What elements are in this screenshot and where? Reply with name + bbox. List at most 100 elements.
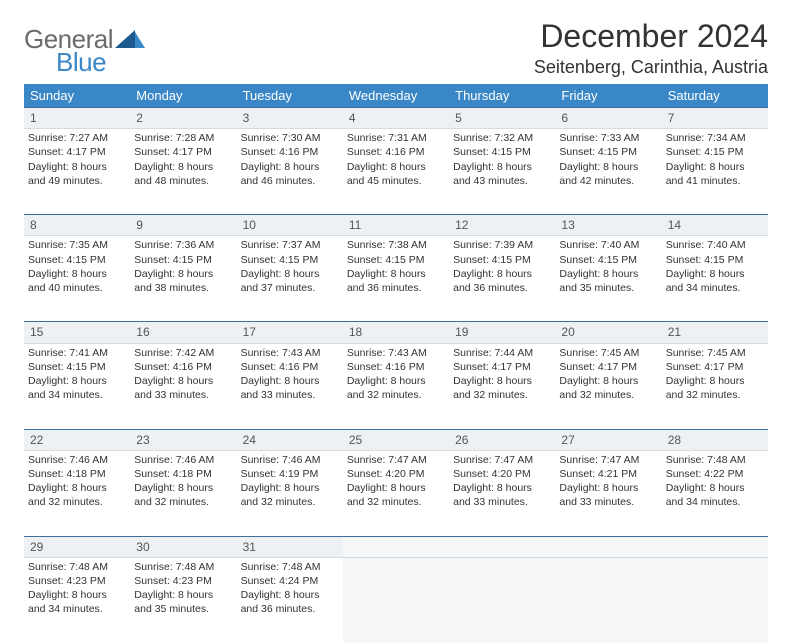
sunrise-text: Sunrise: 7:32 AM <box>453 131 551 145</box>
daylight-text: and 32 minutes. <box>559 388 657 402</box>
daylight-text: and 43 minutes. <box>453 174 551 188</box>
daylight-text: Daylight: 8 hours <box>28 481 126 495</box>
day-number-cell: 8 <box>24 215 130 236</box>
sunrise-text: Sunrise: 7:33 AM <box>559 131 657 145</box>
daylight-text: Daylight: 8 hours <box>134 481 232 495</box>
daylight-text: Daylight: 8 hours <box>666 267 764 281</box>
day-cell: Sunrise: 7:48 AMSunset: 4:23 PMDaylight:… <box>24 557 130 643</box>
daylight-text: and 33 minutes. <box>453 495 551 509</box>
day-cell: Sunrise: 7:42 AMSunset: 4:16 PMDaylight:… <box>130 343 236 429</box>
day-cell: Sunrise: 7:34 AMSunset: 4:15 PMDaylight:… <box>662 129 768 215</box>
sunset-text: Sunset: 4:17 PM <box>453 360 551 374</box>
sunrise-text: Sunrise: 7:28 AM <box>134 131 232 145</box>
day-number-cell: 17 <box>237 322 343 343</box>
sunrise-text: Sunrise: 7:27 AM <box>28 131 126 145</box>
day-cell: Sunrise: 7:45 AMSunset: 4:17 PMDaylight:… <box>662 343 768 429</box>
daylight-text: Daylight: 8 hours <box>134 588 232 602</box>
day-cell: Sunrise: 7:47 AMSunset: 4:21 PMDaylight:… <box>555 450 661 536</box>
daylight-text: Daylight: 8 hours <box>559 481 657 495</box>
sunset-text: Sunset: 4:16 PM <box>347 360 445 374</box>
sunrise-text: Sunrise: 7:41 AM <box>28 346 126 360</box>
weekday-header: Tuesday <box>237 84 343 108</box>
sunset-text: Sunset: 4:22 PM <box>666 467 764 481</box>
sunset-text: Sunset: 4:15 PM <box>666 253 764 267</box>
day-number-cell: 7 <box>662 108 768 129</box>
weekday-header-row: Sunday Monday Tuesday Wednesday Thursday… <box>24 84 768 108</box>
day-number-cell: 29 <box>24 536 130 557</box>
day-content-row: Sunrise: 7:27 AMSunset: 4:17 PMDaylight:… <box>24 129 768 215</box>
day-cell: Sunrise: 7:46 AMSunset: 4:18 PMDaylight:… <box>130 450 236 536</box>
day-cell: Sunrise: 7:47 AMSunset: 4:20 PMDaylight:… <box>449 450 555 536</box>
daylight-text: Daylight: 8 hours <box>559 374 657 388</box>
day-number-cell: 23 <box>130 429 236 450</box>
day-content-row: Sunrise: 7:41 AMSunset: 4:15 PMDaylight:… <box>24 343 768 429</box>
sunset-text: Sunset: 4:17 PM <box>28 145 126 159</box>
day-number-cell: 10 <box>237 215 343 236</box>
day-cell <box>343 557 449 643</box>
day-cell: Sunrise: 7:43 AMSunset: 4:16 PMDaylight:… <box>237 343 343 429</box>
daylight-text: Daylight: 8 hours <box>241 374 339 388</box>
daylight-text: Daylight: 8 hours <box>28 374 126 388</box>
daylight-text: and 36 minutes. <box>453 281 551 295</box>
sunrise-text: Sunrise: 7:37 AM <box>241 238 339 252</box>
day-number-cell: 16 <box>130 322 236 343</box>
sunset-text: Sunset: 4:17 PM <box>559 360 657 374</box>
day-number-cell: 11 <box>343 215 449 236</box>
daylight-text: and 41 minutes. <box>666 174 764 188</box>
weekday-header: Friday <box>555 84 661 108</box>
weekday-header: Saturday <box>662 84 768 108</box>
sunset-text: Sunset: 4:15 PM <box>241 253 339 267</box>
sunset-text: Sunset: 4:15 PM <box>453 253 551 267</box>
day-cell: Sunrise: 7:38 AMSunset: 4:15 PMDaylight:… <box>343 236 449 322</box>
daylight-text: Daylight: 8 hours <box>666 481 764 495</box>
sunset-text: Sunset: 4:16 PM <box>134 360 232 374</box>
daylight-text: and 32 minutes. <box>347 495 445 509</box>
day-cell: Sunrise: 7:30 AMSunset: 4:16 PMDaylight:… <box>237 129 343 215</box>
day-cell: Sunrise: 7:27 AMSunset: 4:17 PMDaylight:… <box>24 129 130 215</box>
day-number-cell <box>343 536 449 557</box>
weekday-header: Thursday <box>449 84 555 108</box>
daylight-text: and 35 minutes. <box>559 281 657 295</box>
day-number-cell: 26 <box>449 429 555 450</box>
day-content-row: Sunrise: 7:46 AMSunset: 4:18 PMDaylight:… <box>24 450 768 536</box>
sunrise-text: Sunrise: 7:44 AM <box>453 346 551 360</box>
daylight-text: and 32 minutes. <box>453 388 551 402</box>
daylight-text: Daylight: 8 hours <box>134 267 232 281</box>
daylight-text: and 34 minutes. <box>28 388 126 402</box>
daylight-text: Daylight: 8 hours <box>347 160 445 174</box>
sunrise-text: Sunrise: 7:42 AM <box>134 346 232 360</box>
day-number-cell: 22 <box>24 429 130 450</box>
day-cell <box>555 557 661 643</box>
daylight-text: Daylight: 8 hours <box>666 160 764 174</box>
daynum-row: 22232425262728 <box>24 429 768 450</box>
sunrise-text: Sunrise: 7:34 AM <box>666 131 764 145</box>
day-number-cell: 6 <box>555 108 661 129</box>
day-content-row: Sunrise: 7:48 AMSunset: 4:23 PMDaylight:… <box>24 557 768 643</box>
sunset-text: Sunset: 4:24 PM <box>241 574 339 588</box>
daylight-text: Daylight: 8 hours <box>453 374 551 388</box>
day-number-cell: 18 <box>343 322 449 343</box>
sunrise-text: Sunrise: 7:39 AM <box>453 238 551 252</box>
daylight-text: and 45 minutes. <box>347 174 445 188</box>
daylight-text: Daylight: 8 hours <box>28 588 126 602</box>
sunset-text: Sunset: 4:16 PM <box>241 360 339 374</box>
day-number-cell: 1 <box>24 108 130 129</box>
day-number-cell: 30 <box>130 536 236 557</box>
logo: General Blue <box>24 24 145 78</box>
day-cell: Sunrise: 7:40 AMSunset: 4:15 PMDaylight:… <box>555 236 661 322</box>
sunrise-text: Sunrise: 7:43 AM <box>347 346 445 360</box>
daylight-text: Daylight: 8 hours <box>28 160 126 174</box>
sunset-text: Sunset: 4:16 PM <box>347 145 445 159</box>
daylight-text: and 32 minutes. <box>666 388 764 402</box>
calendar-body: 1234567Sunrise: 7:27 AMSunset: 4:17 PMDa… <box>24 108 768 643</box>
sunset-text: Sunset: 4:20 PM <box>453 467 551 481</box>
day-number-cell: 5 <box>449 108 555 129</box>
sunset-text: Sunset: 4:17 PM <box>134 145 232 159</box>
daynum-row: 891011121314 <box>24 215 768 236</box>
daylight-text: Daylight: 8 hours <box>134 160 232 174</box>
sunset-text: Sunset: 4:16 PM <box>241 145 339 159</box>
daylight-text: Daylight: 8 hours <box>347 374 445 388</box>
header: General Blue December 2024 Seitenberg, C… <box>24 18 768 78</box>
daylight-text: Daylight: 8 hours <box>241 588 339 602</box>
daylight-text: and 32 minutes. <box>241 495 339 509</box>
